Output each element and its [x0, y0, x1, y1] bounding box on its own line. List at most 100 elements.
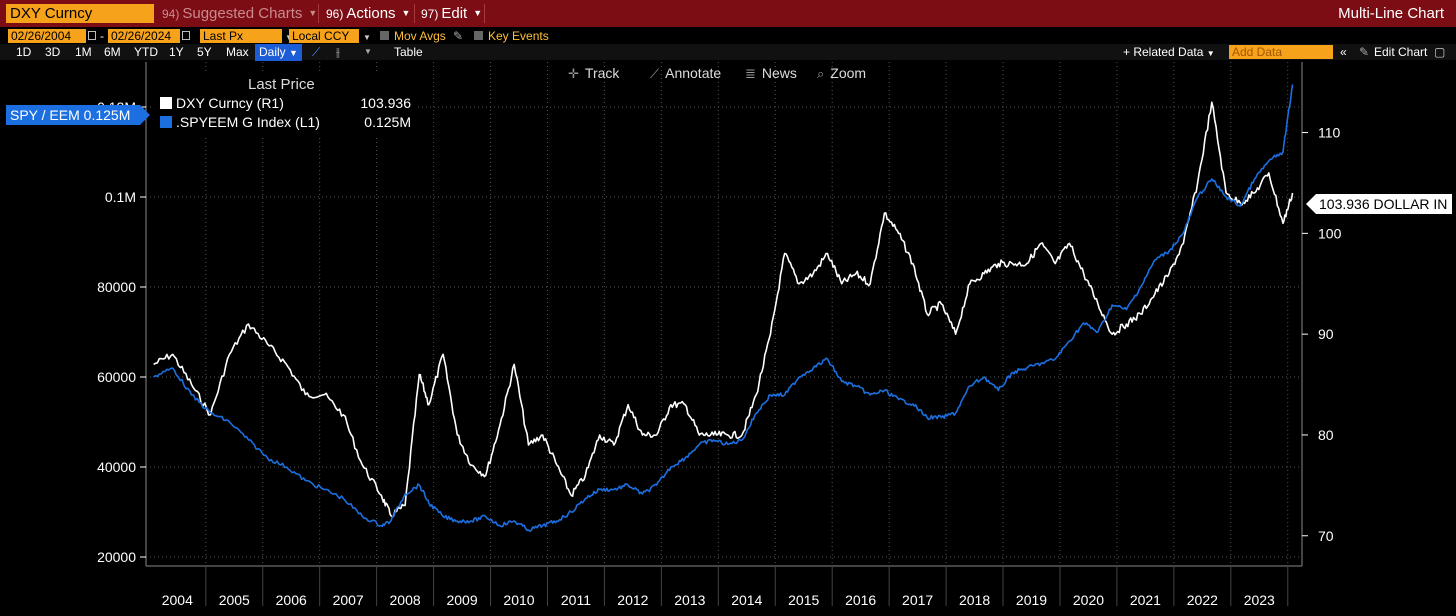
series-lines[interactable] — [153, 84, 1294, 532]
edit-menu[interactable]: 97) Edit ▼ — [421, 4, 482, 23]
table-button[interactable]: Table — [394, 45, 423, 59]
chevron-down-icon[interactable]: ▼ — [285, 33, 293, 42]
spyeem-series-line[interactable] — [153, 84, 1294, 532]
ticker-input[interactable]: DXY Curncy — [6, 4, 154, 23]
left-axis-tick-label: 80000 — [97, 279, 136, 295]
x-axis-tick-label: 2017 — [902, 592, 933, 608]
x-axis-tick-label: 2014 — [731, 592, 762, 608]
chevron-down-icon[interactable]: ▼ — [363, 33, 371, 42]
legend-value: 0.125M — [364, 114, 411, 130]
right-axis-tick-label: 100 — [1318, 225, 1342, 241]
range-button-6m[interactable]: 6M — [104, 45, 121, 59]
period-select[interactable]: Daily ▼ — [255, 44, 302, 61]
x-axis-tick-label: 2016 — [845, 592, 876, 608]
window-icon[interactable]: ▢ — [1434, 45, 1446, 59]
edit-label: Edit — [441, 5, 468, 22]
menu-divider — [484, 4, 485, 23]
collapse-icon[interactable]: « — [1340, 45, 1347, 59]
pencil-icon: ⟋ — [650, 66, 660, 81]
legend-swatch — [160, 116, 172, 128]
x-axis-tick-label: 2011 — [561, 592, 591, 608]
left-axis-value-tag: SPY / EEM 0.125M — [6, 105, 150, 125]
x-axis-tick-label: 2013 — [674, 592, 705, 608]
candle-icon[interactable]: ⫲ — [336, 45, 340, 59]
related-data-menu[interactable]: + Related Data ▼ — [1123, 44, 1215, 62]
right-axis-tick-label: 90 — [1318, 326, 1334, 342]
pencil-icon[interactable]: ✎ — [453, 29, 464, 43]
range-button-max[interactable]: Max — [226, 45, 249, 59]
period-label: Daily — [259, 45, 286, 59]
x-axis-tick-label: 2018 — [959, 592, 990, 608]
x-axis-tick-label: 2007 — [333, 592, 364, 608]
actions-code: 96) — [326, 7, 344, 21]
legend-value: 103.936 — [360, 95, 411, 111]
right-axis-value-tag: 103.936 DOLLAR IN — [1306, 194, 1452, 214]
date-separator: - — [100, 29, 104, 43]
chevron-down-icon: ▼ — [401, 8, 411, 18]
x-axis-tick-label: 2015 — [788, 592, 819, 608]
chevron-down-icon[interactable]: ▼ — [364, 47, 372, 56]
top-function-bar: DXY Curncy 94) Suggested Charts ▼ 96) Actio… — [0, 0, 1456, 27]
x-axis-tick-label: 2005 — [219, 592, 250, 608]
range-button-5y[interactable]: 5Y — [197, 45, 212, 59]
start-date-input[interactable]: 02/26/2004 — [8, 29, 86, 43]
chart-legend: Last Price DXY Curncy (R1) 103.936 .SPYE… — [152, 73, 417, 135]
x-axis-tick-label: 2004 — [162, 592, 193, 608]
dxy-series-line[interactable] — [153, 101, 1294, 518]
right-axis-tick-label: 110 — [1318, 125, 1341, 141]
crosshair-icon: ✛ — [568, 66, 579, 81]
right-axis-tick-label: 70 — [1318, 528, 1334, 544]
legend-row-dxy[interactable]: DXY Curncy (R1) 103.936 — [160, 94, 415, 112]
legend-row-spyeem[interactable]: .SPYEEM G Index (L1) 0.125M — [160, 113, 415, 131]
chart-mode-title: Multi-Line Chart — [1338, 5, 1444, 22]
legend-label: .SPYEEM G Index (L1) — [176, 114, 320, 130]
magnifier-icon: ⌕ — [817, 66, 825, 81]
news-label: News — [761, 65, 797, 81]
actions-menu[interactable]: 96) Actions ▼ — [326, 4, 410, 23]
left-axis-tick-label: 40000 — [97, 459, 136, 475]
calendar-icon[interactable] — [88, 31, 96, 40]
pencil-icon[interactable]: ✎ — [1359, 45, 1370, 59]
currency-select[interactable]: Local CCY — [289, 29, 359, 43]
add-data-input[interactable]: Add Data — [1229, 45, 1333, 59]
end-date-input[interactable]: 02/26/2024 — [108, 29, 180, 43]
calendar-icon[interactable] — [182, 31, 190, 40]
mov-avgs-label: Mov Avgs — [394, 29, 446, 43]
range-bar: 1D 3D 1M 6M YTD 1Y 5Y Max Daily ▼ ⟋ ⫲ ▼ … — [0, 44, 1456, 62]
menu-divider — [414, 4, 415, 23]
legend-label: DXY Curncy (R1) — [176, 95, 284, 111]
x-axis-tick-label: 2023 — [1244, 592, 1275, 608]
zoom-tool[interactable]: ⌕ Zoom — [817, 62, 883, 84]
edit-chart-button[interactable]: Edit Chart — [1374, 45, 1428, 59]
range-button-1d[interactable]: 1D — [16, 45, 32, 59]
key-events-checkbox[interactable] — [474, 31, 483, 40]
edit-code: 97) — [421, 7, 439, 21]
field-select[interactable]: Last Px — [200, 29, 282, 43]
suggested-charts-label: Suggested Charts — [182, 5, 303, 22]
news-tool[interactable]: ≣ News — [745, 62, 809, 84]
legend-header: Last Price — [248, 76, 315, 93]
mov-avgs-checkbox[interactable] — [380, 31, 389, 40]
track-label: Track — [584, 65, 620, 81]
menu-divider — [318, 4, 319, 23]
track-tool[interactable]: ✛ Track — [568, 62, 646, 84]
x-axis-tick-label: 2010 — [503, 592, 534, 608]
suggested-charts-menu[interactable]: 94) Suggested Charts ▼ — [162, 4, 317, 23]
annotate-label: Annotate — [665, 65, 722, 81]
grid-lines — [146, 62, 1302, 566]
chevron-down-icon: ▼ — [473, 8, 483, 18]
annotate-tool[interactable]: ⟋ Annotate — [650, 62, 740, 84]
range-button-3d[interactable]: 3D — [45, 45, 61, 59]
x-axis-tick-label: 2009 — [446, 592, 477, 608]
line-chart-icon[interactable]: ⟋ — [312, 45, 321, 59]
range-button-1m[interactable]: 1M — [75, 45, 92, 59]
settings-bar: 02/26/2004 - 02/26/2024 Last Px ▼ Local … — [0, 28, 1456, 44]
left-axis-tick-label: 60000 — [97, 369, 136, 385]
news-icon: ≣ — [745, 66, 756, 81]
range-button-ytd[interactable]: YTD — [134, 45, 158, 59]
left-axis-tick-label: 0.1M — [105, 189, 136, 205]
chevron-down-icon: ▼ — [1206, 49, 1215, 58]
axes: 200004000060000800000.1M0.12M70809010011… — [97, 62, 1342, 608]
range-button-1y[interactable]: 1Y — [169, 45, 184, 59]
